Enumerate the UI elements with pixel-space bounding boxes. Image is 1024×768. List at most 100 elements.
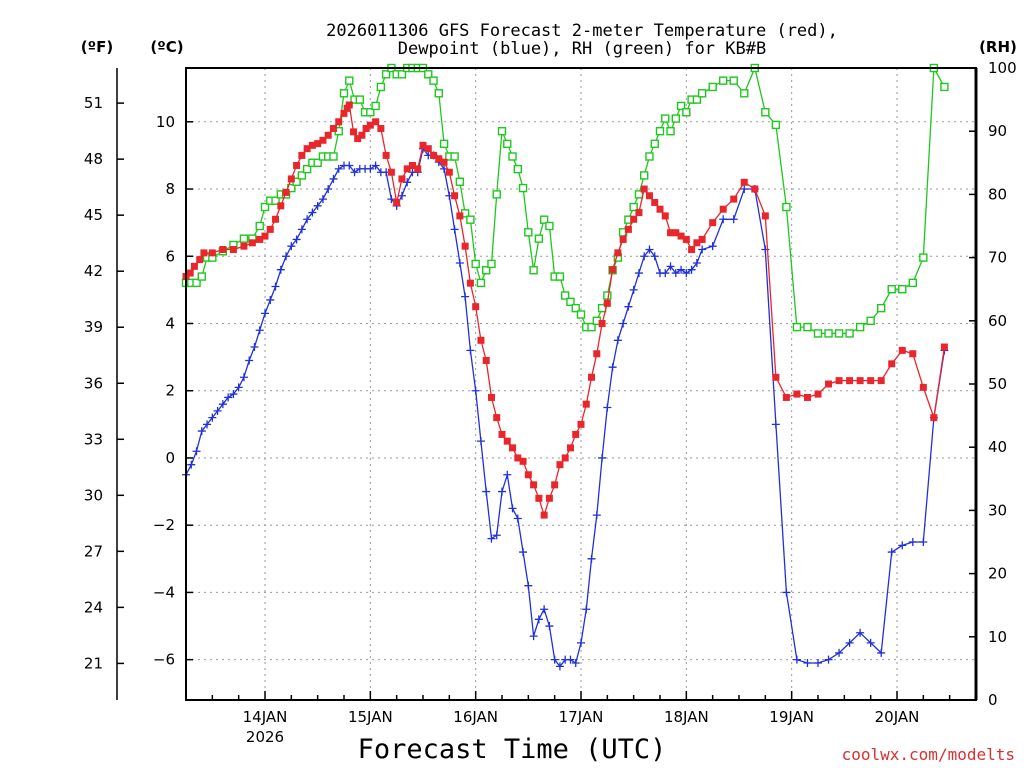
dewpoint-point bbox=[271, 282, 280, 291]
rh-point bbox=[692, 95, 702, 104]
rh-point bbox=[666, 126, 675, 136]
rh-point bbox=[566, 297, 575, 307]
dewpoint-point bbox=[898, 541, 907, 550]
rh-point bbox=[676, 101, 686, 111]
dewpoint-point bbox=[482, 487, 491, 496]
rh-point bbox=[381, 70, 391, 79]
rh-point bbox=[345, 76, 354, 85]
celsius-tick-label: 6 bbox=[165, 247, 175, 265]
rh-point bbox=[455, 177, 465, 186]
dewpoint-point bbox=[371, 161, 380, 170]
temperature-point bbox=[324, 131, 332, 139]
celsius-unit-label: (ºC) bbox=[150, 38, 183, 56]
rh-point bbox=[255, 221, 264, 231]
temperature-point bbox=[519, 457, 527, 465]
rh-point bbox=[260, 202, 270, 212]
temperature-point bbox=[272, 215, 280, 223]
rh-point bbox=[439, 139, 449, 149]
temperature-point bbox=[814, 390, 822, 398]
temperature-point bbox=[266, 225, 274, 233]
temperature-point bbox=[624, 225, 632, 233]
dewpoint-point bbox=[640, 252, 649, 261]
temperature-point bbox=[509, 444, 517, 452]
temperature-point bbox=[640, 185, 648, 193]
temperature-point bbox=[603, 299, 611, 307]
rh-point bbox=[740, 89, 749, 98]
dewpoint-point bbox=[919, 538, 928, 546]
dewpoint-point bbox=[329, 174, 338, 183]
celsius-tick-label: 2 bbox=[165, 382, 175, 400]
temperature-point bbox=[909, 350, 917, 358]
rh-point bbox=[671, 114, 680, 123]
rh-point bbox=[708, 82, 717, 92]
temperature-point bbox=[329, 125, 337, 133]
rh-point bbox=[539, 215, 549, 224]
dewpoint-point bbox=[650, 252, 659, 261]
dewpoint-point bbox=[503, 470, 512, 479]
time-tick-label: 19JAN bbox=[769, 708, 814, 726]
temperature-point bbox=[248, 239, 256, 247]
dewpoint-point bbox=[771, 420, 780, 429]
temperature-point bbox=[693, 239, 701, 247]
dewpoint-point bbox=[582, 605, 591, 614]
dewpoint-point bbox=[534, 615, 543, 624]
dewpoint-point bbox=[856, 628, 865, 637]
dewpoint-point bbox=[908, 538, 917, 546]
dewpoint-point bbox=[619, 319, 628, 328]
temperature-series bbox=[182, 101, 948, 519]
rh-point bbox=[771, 120, 781, 130]
time-tick-label: 15JAN bbox=[348, 708, 393, 726]
rh-point bbox=[371, 101, 380, 111]
temperature-point bbox=[358, 131, 366, 139]
dewpoint-point bbox=[250, 343, 259, 352]
dewpoint-point bbox=[598, 453, 607, 462]
temperature-point bbox=[366, 121, 374, 129]
celsius-axis: 10 8 6 4 2 0 −2 −4 −6 bbox=[153, 113, 193, 669]
dewpoint-point bbox=[203, 420, 212, 429]
temperature-point bbox=[435, 155, 443, 163]
dewpoint-point bbox=[397, 191, 406, 200]
temperature-point bbox=[349, 128, 357, 136]
dewpoint-point bbox=[345, 161, 354, 170]
rh-point bbox=[603, 291, 612, 300]
dewpoint-point bbox=[313, 201, 322, 210]
dewpoint-point bbox=[792, 655, 801, 664]
celsius-tick-label: 0 bbox=[165, 449, 175, 467]
temperature-point bbox=[398, 175, 406, 183]
rh-point bbox=[529, 266, 538, 275]
chart-title-line2: Dewpoint (blue), RH (green) for KB#B bbox=[398, 39, 766, 59]
time-tick-label: 20JAN bbox=[875, 708, 920, 726]
dewpoint-point bbox=[540, 605, 549, 614]
rh-tick-label: 50 bbox=[988, 375, 1007, 393]
temperature-point bbox=[414, 165, 422, 173]
rh-point bbox=[271, 196, 280, 205]
temperature-point bbox=[482, 356, 490, 364]
dewpoint-point bbox=[229, 390, 238, 399]
rh-tick-label: 80 bbox=[988, 185, 1007, 203]
rh-point bbox=[813, 329, 823, 338]
temperature-point bbox=[835, 377, 843, 385]
temperature-point bbox=[688, 246, 696, 254]
temperature-point bbox=[656, 205, 664, 213]
time-tick-label: 14JAN bbox=[243, 708, 288, 726]
rh-point bbox=[545, 221, 554, 231]
rh-point bbox=[518, 183, 528, 193]
x-axis-title: Forecast Time (UTC) bbox=[358, 734, 667, 765]
rh-point bbox=[297, 171, 307, 180]
dewpoint-point bbox=[708, 242, 717, 251]
rh-point bbox=[561, 291, 570, 300]
dewpoint-point bbox=[366, 164, 375, 173]
dewpoint-point bbox=[682, 269, 691, 278]
rh-point bbox=[792, 322, 802, 332]
temperature-point bbox=[566, 444, 574, 452]
temperature-point bbox=[354, 135, 362, 143]
rh-tick-label: 70 bbox=[988, 249, 1007, 267]
dewpoint-point bbox=[634, 269, 643, 278]
rh-point bbox=[655, 126, 665, 136]
rh-point bbox=[834, 329, 844, 338]
rh-tick-label: 30 bbox=[988, 501, 1007, 519]
dewpoint-point bbox=[303, 215, 312, 224]
dewpoint-point bbox=[282, 252, 291, 261]
temperature-point bbox=[740, 178, 748, 186]
dewpoint-point bbox=[566, 655, 575, 664]
